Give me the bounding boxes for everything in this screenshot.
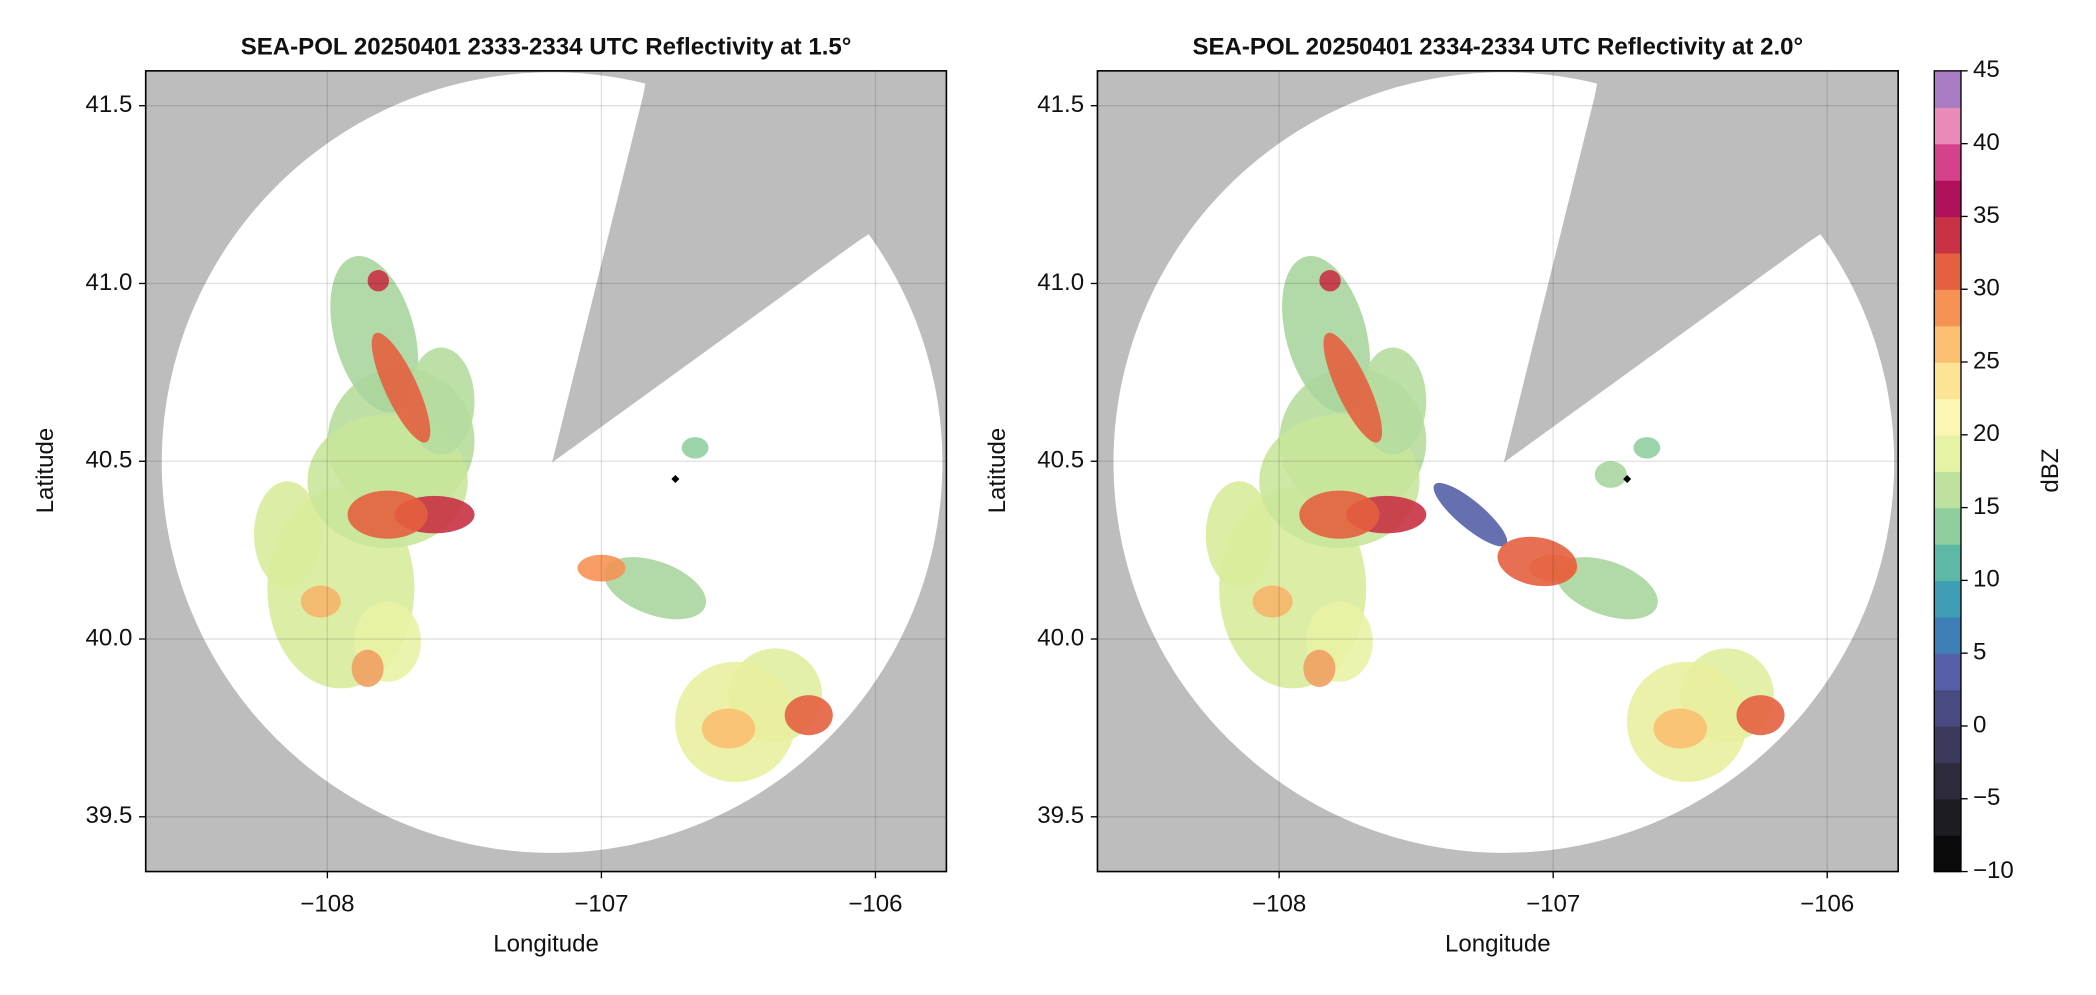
colorbar-bin	[1934, 580, 1961, 618]
colorbar-bin	[1934, 107, 1961, 145]
colorbar-tick-label: 0	[1973, 711, 1986, 738]
echo	[1497, 536, 1577, 587]
x-tick-label: −108	[300, 890, 354, 917]
blocked-sector	[1503, 70, 1899, 463]
y-tick-label: 39.5	[86, 802, 133, 829]
echo	[300, 585, 341, 618]
y-tick-label: 41.0	[86, 269, 133, 296]
echo	[1555, 557, 1658, 620]
site-marker	[1623, 475, 1632, 484]
colorbar-tick-label: 45	[1973, 56, 2000, 83]
y-tick-label: 40.0	[1037, 624, 1084, 651]
colorbar-bin	[1934, 507, 1961, 545]
y-tick-label: 41.0	[1037, 269, 1084, 296]
colorbar-bin	[1934, 471, 1961, 509]
echo	[1433, 482, 1508, 547]
y-tick-label: 41.5	[1037, 91, 1084, 118]
plot-area	[1097, 70, 1899, 872]
colorbar-bin	[1934, 70, 1961, 108]
colorbar-bin	[1934, 835, 1961, 873]
chart-title: SEA-POL 20250401 2334-2334 UTC Reflectiv…	[1192, 33, 1803, 60]
x-axis-label: Longitude	[493, 930, 599, 957]
echo	[1205, 481, 1273, 589]
colorbar-bin	[1934, 798, 1961, 836]
echo	[371, 332, 431, 443]
colorbar-bin	[1934, 325, 1961, 363]
colorbar-bin	[1934, 616, 1961, 654]
echo	[1299, 490, 1380, 539]
colorbar-frame	[1933, 70, 1962, 873]
colorbar-bin	[1934, 252, 1961, 290]
echo	[701, 708, 756, 749]
colorbar-bin	[1934, 143, 1961, 181]
colorbar-bin	[1934, 216, 1961, 254]
colorbar-tick-label: −10	[1973, 857, 2014, 884]
colorbar-tick-label: 10	[1973, 566, 2000, 593]
echo	[1319, 270, 1341, 292]
axes-frame	[1096, 70, 1899, 873]
colorbar-tick-label: 20	[1973, 420, 2000, 447]
x-tick-label: −107	[574, 890, 628, 917]
echo	[681, 437, 709, 459]
echo	[1653, 708, 1708, 749]
echo	[347, 490, 428, 539]
echo	[577, 554, 626, 582]
colorbar-label: dBZ	[2037, 448, 2064, 492]
x-axis-label: Longitude	[1445, 930, 1551, 957]
echo	[351, 649, 384, 688]
x-tick-label: −107	[1526, 890, 1580, 917]
echo	[253, 481, 321, 589]
colorbar-bin	[1934, 362, 1961, 400]
echo	[1323, 332, 1383, 443]
echo	[367, 270, 389, 292]
echo	[1633, 437, 1661, 459]
y-tick-label: 41.5	[86, 91, 133, 118]
colorbar-bin	[1934, 653, 1961, 691]
colorbar-bin	[1934, 689, 1961, 727]
echo	[1736, 695, 1785, 736]
colorbar-bin	[1934, 762, 1961, 800]
y-axis-label: Latitude	[32, 428, 59, 514]
colorbar-bin	[1934, 725, 1961, 764]
site-marker	[671, 475, 680, 484]
colorbar-tick-label: −5	[1973, 784, 2000, 811]
y-axis-label: Latitude	[984, 428, 1011, 514]
colorbar-tick-label: 35	[1973, 202, 2000, 229]
colorbar-tick-label: 40	[1973, 129, 2000, 156]
echo	[603, 557, 707, 620]
y-tick-label: 40.5	[1037, 447, 1084, 474]
x-tick-label: −106	[848, 890, 902, 917]
colorbar-bin	[1934, 289, 1961, 327]
y-tick-label: 40.5	[86, 447, 133, 474]
colorbar-bin	[1934, 180, 1961, 218]
y-tick-label: 39.5	[1037, 802, 1084, 829]
echo	[1594, 461, 1627, 488]
blocked-sector	[552, 70, 947, 463]
plot-area	[145, 70, 947, 872]
x-tick-label: −108	[1252, 890, 1306, 917]
echo	[1252, 585, 1293, 618]
colorbar-tick-label: 25	[1973, 347, 2000, 374]
colorbar-bin	[1934, 434, 1961, 472]
echo	[1303, 649, 1336, 688]
colorbar-bin	[1934, 543, 1961, 582]
y-tick-label: 40.0	[86, 624, 133, 651]
colorbar-tick-label: 15	[1973, 493, 2000, 520]
echo	[784, 695, 833, 736]
x-tick-label: −106	[1800, 890, 1854, 917]
colorbar-tick-label: 30	[1973, 275, 2000, 302]
chart-title: SEA-POL 20250401 2333-2334 UTC Reflectiv…	[241, 33, 852, 60]
colorbar-tick-label: 5	[1973, 639, 1986, 666]
axes-frame	[144, 70, 948, 873]
colorbar-bin	[1934, 398, 1961, 436]
